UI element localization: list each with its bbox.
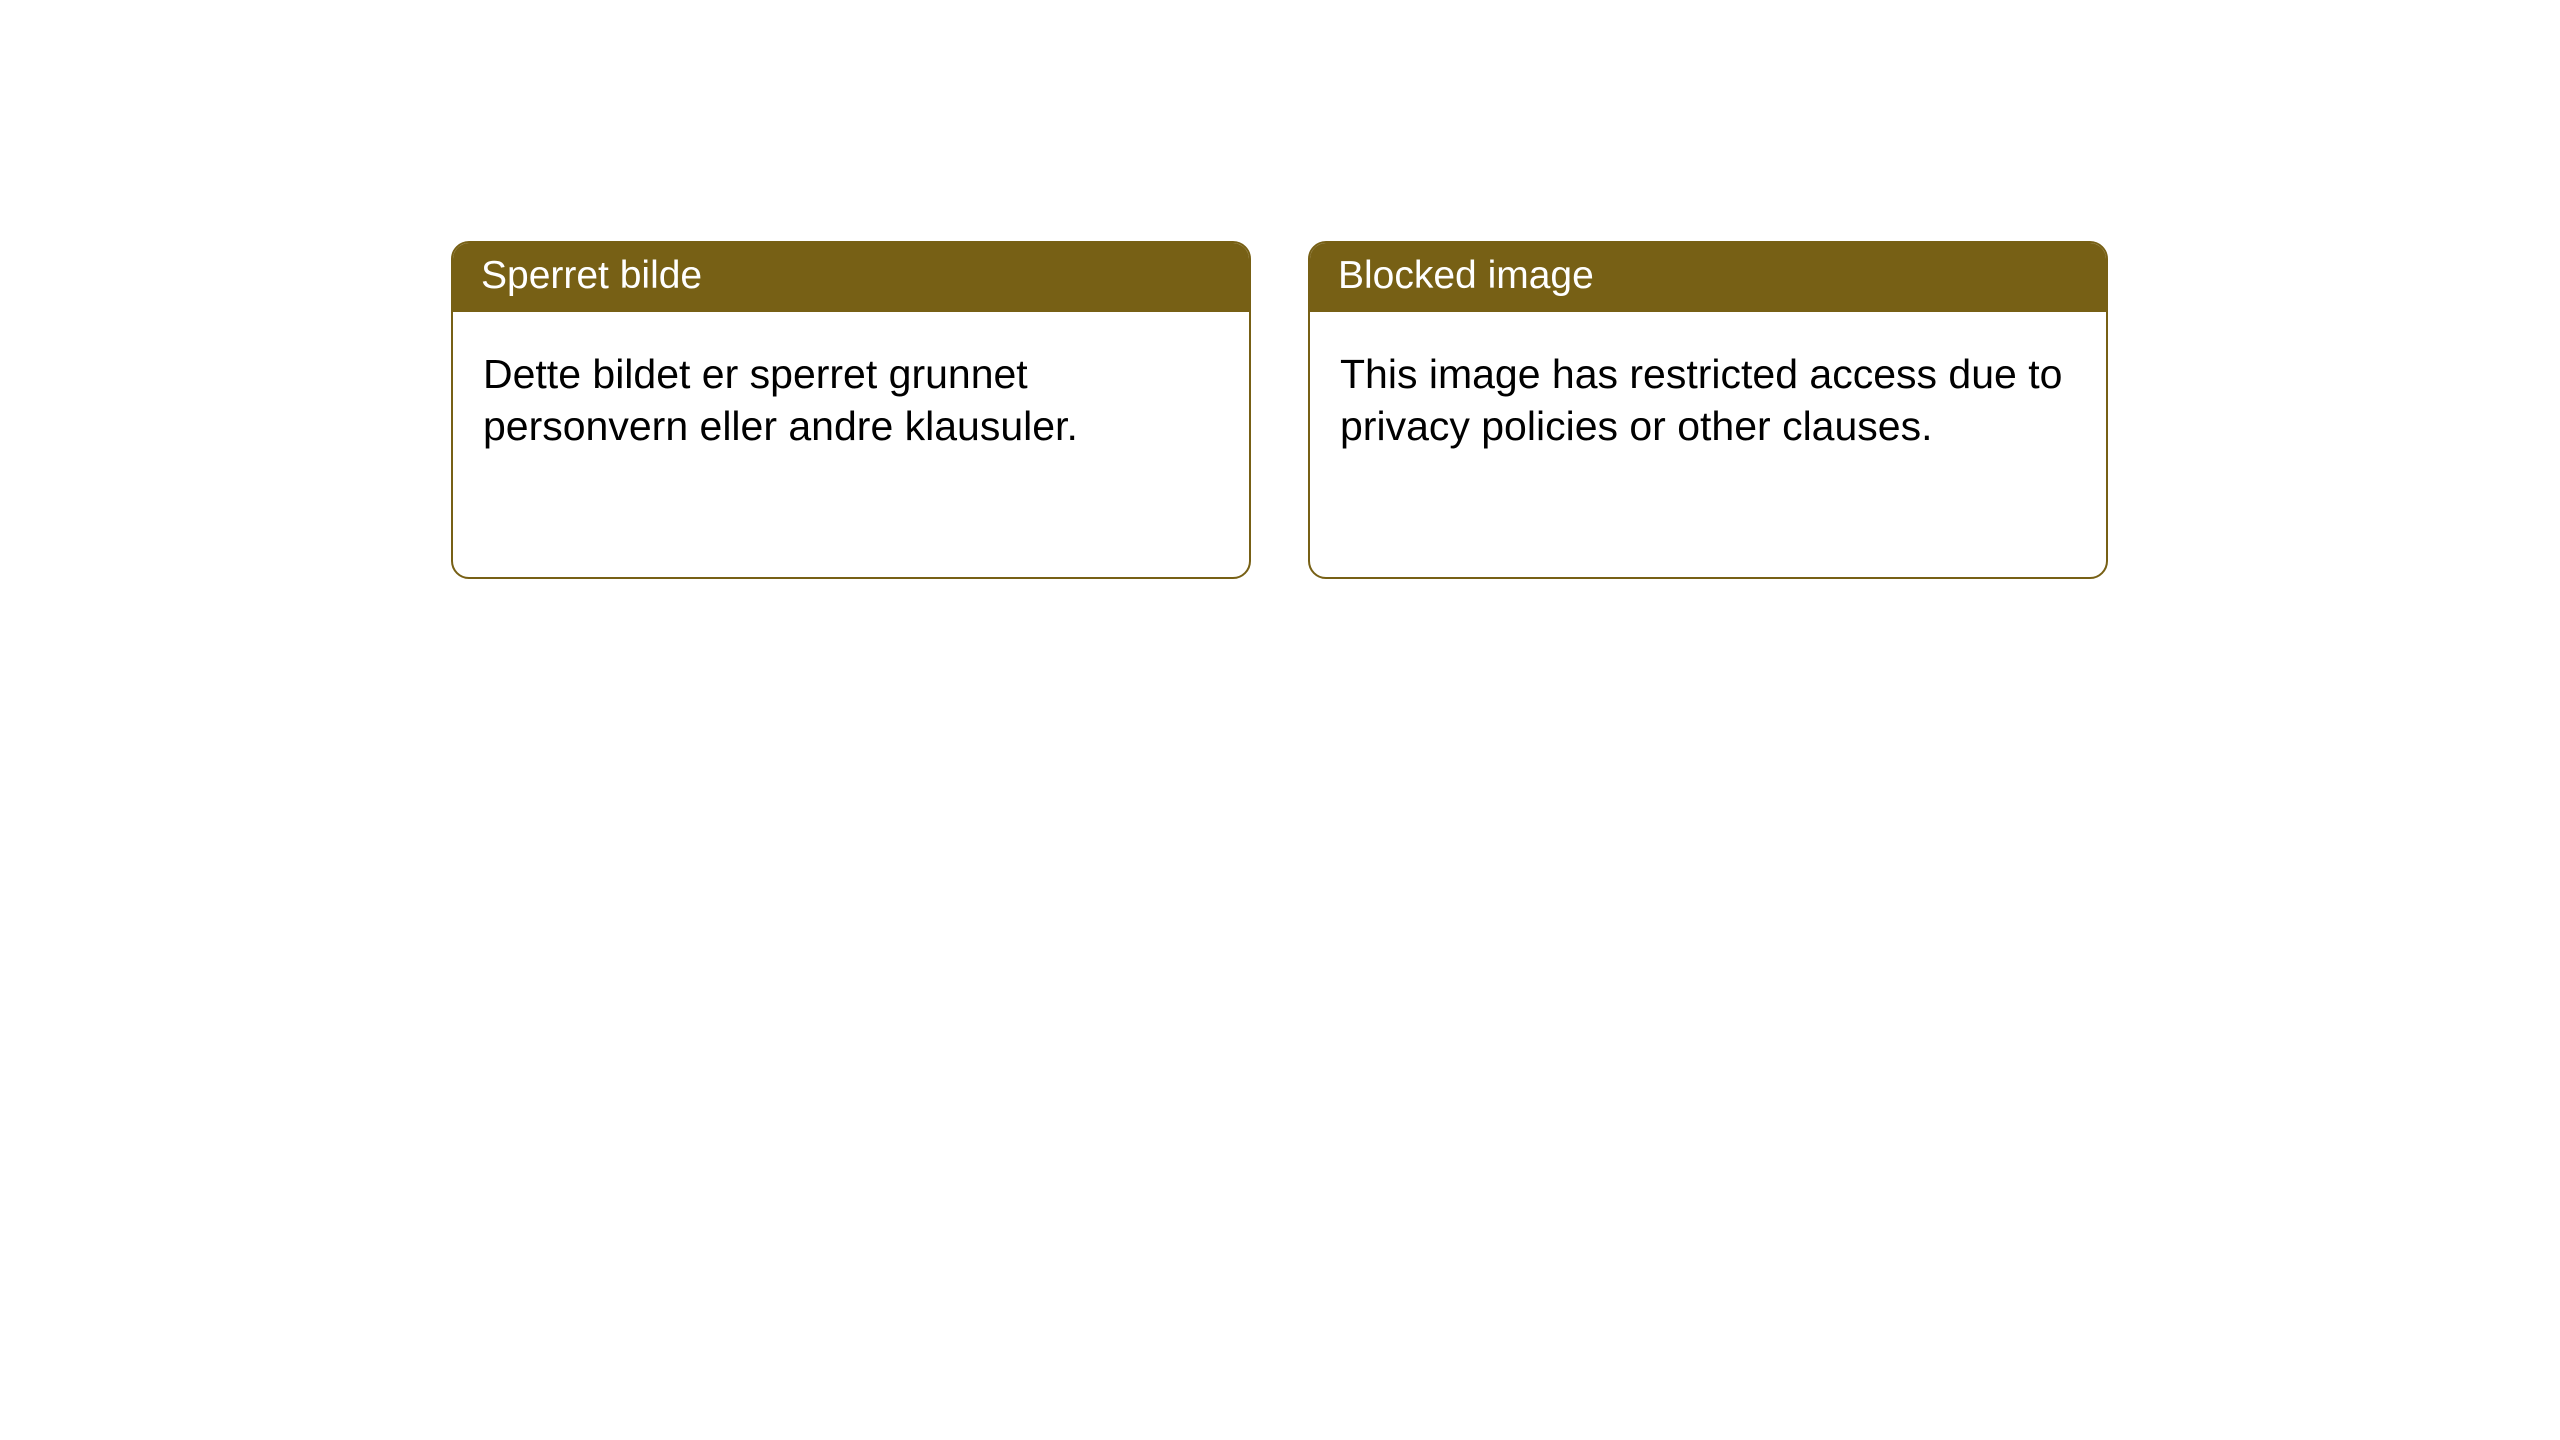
- notice-body-norwegian: Dette bildet er sperret grunnet personve…: [453, 312, 1249, 482]
- notice-body-english: This image has restricted access due to …: [1310, 312, 2106, 482]
- notice-card-english: Blocked image This image has restricted …: [1308, 241, 2108, 579]
- notice-title-english: Blocked image: [1310, 243, 2106, 312]
- notice-title-norwegian: Sperret bilde: [453, 243, 1249, 312]
- notice-card-norwegian: Sperret bilde Dette bildet er sperret gr…: [451, 241, 1251, 579]
- notice-container: Sperret bilde Dette bildet er sperret gr…: [451, 241, 2108, 579]
